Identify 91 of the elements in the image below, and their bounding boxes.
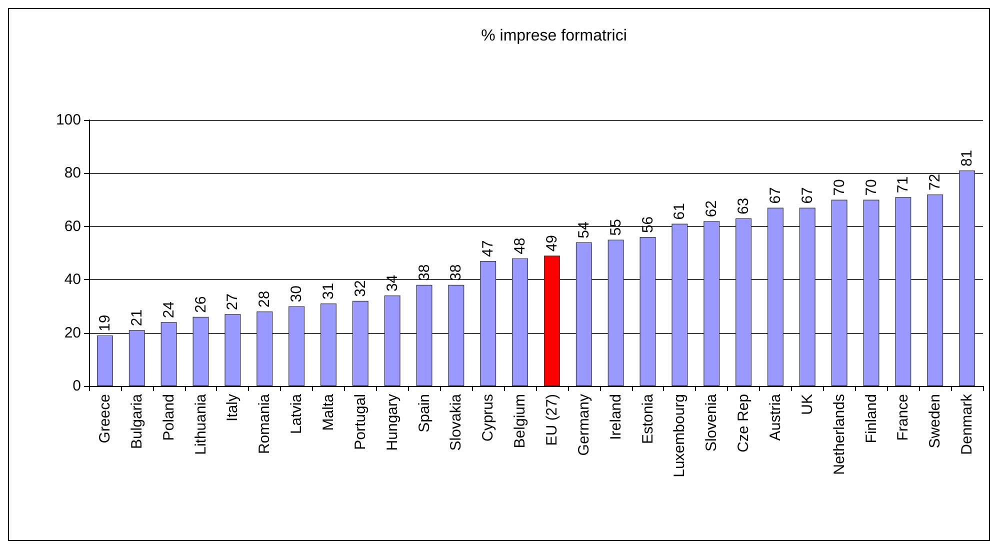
data-label: 67 [798,187,816,204]
bar [128,330,145,386]
x-tick-label: Ireland [607,394,624,440]
y-tick-label: 80 [64,164,81,182]
data-label: 48 [512,238,529,254]
bar [704,221,720,386]
bar [480,260,496,386]
y-tick-label: 0 [72,378,81,394]
x-tick-label: Slovenia [703,393,720,452]
bar [416,284,432,386]
bar [672,224,688,386]
data-label: 61 [671,203,688,220]
data-label: 34 [384,274,401,292]
bar [608,240,624,386]
data-label: 81 [958,150,976,167]
x-tick-label: Latvia [288,393,306,434]
data-label: 19 [96,314,114,332]
x-tick-label: Greece [96,394,114,444]
data-label: 49 [543,234,560,252]
data-label: 21 [128,309,146,326]
bar [288,306,305,386]
x-tick-label: Denmark [958,394,976,455]
data-label: 56 [639,216,656,234]
bar [512,258,528,386]
bar [576,242,592,386]
bar [736,218,752,386]
bar [544,256,560,386]
bar [224,314,241,386]
bar [767,208,784,386]
data-label: 54 [575,222,592,238]
data-label: 72 [926,174,944,190]
bar [895,197,912,386]
data-label: 63 [735,198,752,214]
x-tick-label: Malta [320,393,337,431]
x-tick-label: Cze Rep [735,394,752,452]
x-tick-label: Spain [416,394,433,432]
x-tick-label: France [894,394,912,441]
x-tick-label: Italy [224,394,242,422]
x-tick-label: Estonia [639,393,656,444]
x-tick-label: EU (27) [543,394,560,446]
bar [799,208,816,386]
data-label: 38 [448,264,465,281]
bar [320,304,336,386]
x-tick-label: Poland [160,394,178,441]
data-label: 27 [224,293,242,310]
data-label: 28 [256,290,274,308]
data-label: 62 [703,200,720,218]
data-label: 30 [288,286,306,302]
bar [192,316,209,386]
x-tick-label: UK [798,394,816,415]
bar [384,296,400,386]
x-tick-label: Hungary [384,394,401,451]
x-tick-label: Luxembourg [671,394,688,478]
data-label: 38 [416,264,433,281]
y-tick-label: 100 [56,112,81,128]
data-label: 24 [160,301,178,318]
x-tick-label: Slovakia [448,393,465,451]
data-label: 70 [862,179,880,196]
y-tick-label: 40 [64,271,81,288]
bar [96,335,113,386]
data-label: 31 [320,282,337,300]
bar [863,200,880,386]
x-tick-label: Cyprus [480,394,497,442]
bar [959,170,976,386]
bar [160,322,177,386]
data-label: 55 [607,219,624,236]
x-tick-label: Finland [862,394,880,444]
x-tick-label: Germany [575,394,592,456]
bar [256,312,273,386]
y-tick-label: 60 [64,218,81,235]
x-tick-label: Belgium [512,394,529,448]
data-label: 26 [192,296,210,313]
bar [927,194,944,386]
bar [352,300,368,386]
x-tick-label: Sweden [926,394,944,448]
x-tick-label: Netherlands [830,394,848,475]
x-tick-label: Portugal [352,394,369,450]
bar [448,284,464,386]
x-tick-label: Lithuania [192,393,210,455]
chart-title: % imprese formatrici [481,28,627,44]
x-tick-label: Romania [256,393,274,454]
data-label: 47 [480,240,497,257]
data-label: 71 [894,176,912,194]
bar [640,237,656,386]
data-label: 67 [766,187,784,204]
x-tick-label: Austria [766,393,784,441]
x-tick-label: Bulgaria [128,393,146,450]
y-tick-label: 20 [64,324,81,342]
data-label: 32 [352,280,369,297]
data-label: 70 [830,179,848,196]
bar [831,200,848,386]
